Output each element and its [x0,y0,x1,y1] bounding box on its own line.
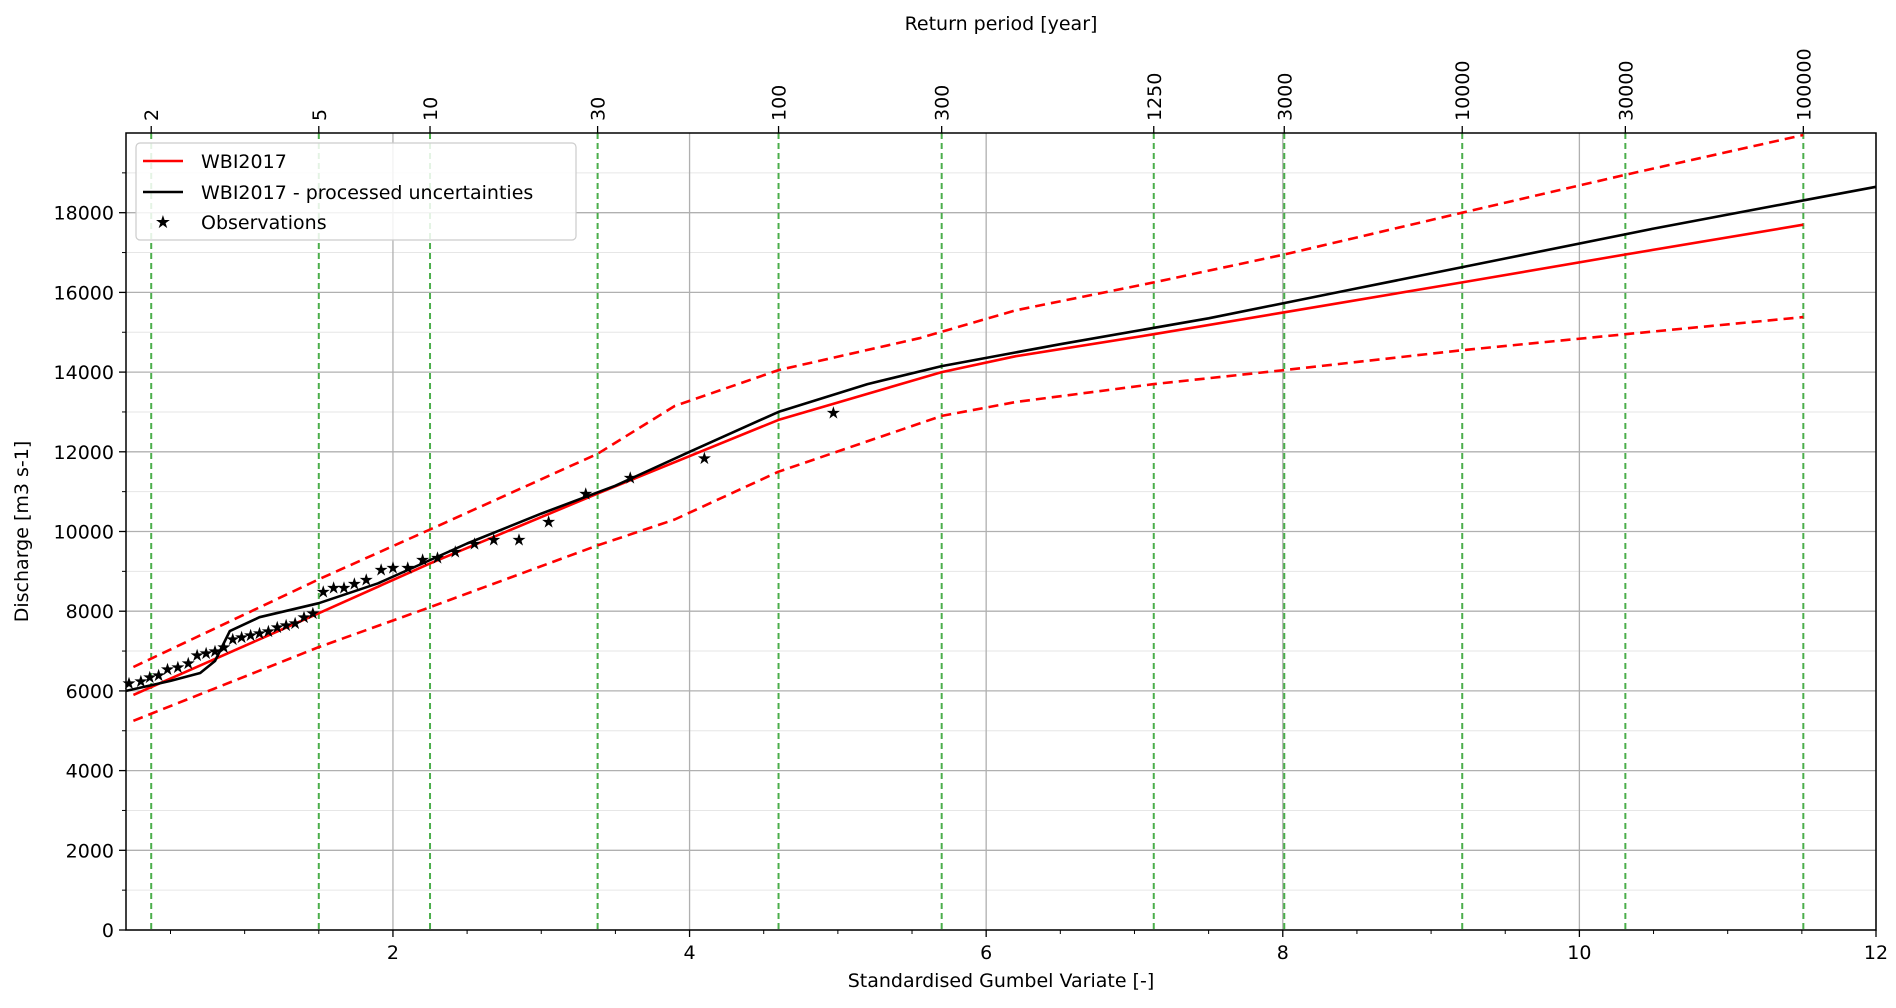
x-tick-label: 2 [387,942,399,964]
series-layer: ★★★★★★★★★★★★★★★★★★★★★★★★★★ ★★ ★ ★ ★ ★ ★ ★ ★★★★★★ [121,133,1877,723]
top-tick-label: 1250 [1144,73,1166,121]
legend-label-wbi2017: WBI2017 [201,151,287,173]
observation-point: ★ [270,618,285,638]
observation-point: ★ [347,574,362,594]
legend-box [135,142,577,241]
legend-label-observations: Observations [201,212,327,234]
return-period-lines [150,133,1805,930]
y-tick-label: 8000 [66,601,114,623]
observation-point: ★ [336,578,351,598]
y-axis-title: Discharge [m3 s-1] [11,441,33,623]
observation-point: ★ [578,485,593,505]
observation-point: ★ [430,548,445,568]
observation-point: ★ [316,582,331,602]
observation-point: ★ [160,660,175,680]
observation-point: ★ [181,654,196,674]
top-tick-label: 10000 [1452,61,1474,121]
series-line-3 [132,315,1804,723]
top-tick-label: 3000 [1274,73,1296,121]
observation-point: ★ [697,449,712,469]
observation-point: ★ [279,616,294,636]
x-tick-label: 4 [684,942,696,964]
observation-point: ★ [287,614,302,634]
top-tick-label: 100 [769,85,791,121]
observation-point: ★ [142,668,157,688]
y-tick-label: 2000 [66,840,114,862]
x-tick-label: 6 [980,942,992,964]
x-tick-label: 8 [1277,942,1289,964]
y-tick-label: 0 [102,920,114,942]
y-tick-label: 16000 [54,282,114,304]
observation-point: ★ [234,628,249,648]
observation-point: ★ [400,558,415,578]
top-tick-label: 10 [420,97,442,121]
observation-point: ★ [252,624,267,644]
observation-point: ★ [261,622,276,642]
series-line-2 [132,133,1804,669]
observation-point: ★ [207,642,222,662]
observation-point: ★ [467,534,482,554]
observation-point: ★ [623,469,638,489]
observation-point: ★ [305,604,320,624]
top-tick-label: 30 [588,97,610,121]
observation-point: ★ [826,404,841,424]
y-tick-label: 10000 [54,522,114,544]
observation-point: ★ [225,630,240,650]
observation-point: ★ [486,530,501,550]
observation-point: ★ [170,658,185,678]
observation-point: ★ [190,646,205,666]
ticks-layer: 2 4 6 8 10 12 0 2000 4000 6000 8000 10000 12000 14000… [54,48,1889,964]
y-tick-label: 14000 [54,362,114,384]
observation-point: ★ [198,644,213,664]
top-tick-label: 5 [309,109,331,121]
observation-point: ★ [216,638,231,658]
top-tick-label: 30000 [1615,61,1637,121]
x-tick-label: 10 [1567,942,1591,964]
series-line-0 [132,223,1804,697]
top-tick-label: 100000 [1793,48,1815,121]
observation-point: ★ [448,542,463,562]
observation-point: ★ [511,530,526,550]
legend-label-processed-uncertainties: WBI2017 - processed uncertainties [201,182,533,204]
series-line-1 [125,185,1877,693]
top-tick-label: 300 [932,85,954,121]
observation-point: ★ [133,672,148,692]
observation-point: ★ [296,608,311,628]
y-tick-label: 18000 [54,203,114,225]
observation-point: ★ [121,674,136,694]
y-tick-label: 4000 [66,761,114,783]
observation-point: ★ [151,666,166,686]
observation-point: ★ [243,626,258,646]
legend: WBI2017 WBI2017 - processed uncertaintie… [135,142,577,241]
observation-point: ★ [373,560,388,580]
legend-swatch-observations: ★ [155,212,171,233]
observation-point: ★ [541,513,556,533]
x-axis-title: Standardised Gumbel Variate [-] [848,970,1155,992]
grid-layer [126,133,1877,931]
observation-point: ★ [326,578,341,598]
y-tick-label: 12000 [54,442,114,464]
observation-point: ★ [415,550,430,570]
y-tick-label: 6000 [66,681,114,703]
observation-point: ★ [385,558,400,578]
x-tick-label: 12 [1864,942,1888,964]
top-axis-title: Return period [year] [905,13,1098,35]
observation-point: ★ [359,570,374,590]
top-tick-label: 2 [141,109,163,121]
